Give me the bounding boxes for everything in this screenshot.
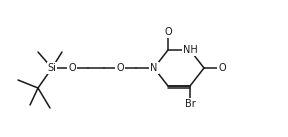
Text: O: O: [68, 63, 76, 73]
Text: O: O: [116, 63, 124, 73]
Text: Br: Br: [185, 99, 195, 109]
Text: O: O: [164, 27, 172, 37]
Text: N: N: [150, 63, 158, 73]
Text: Si: Si: [48, 63, 56, 73]
Text: O: O: [218, 63, 226, 73]
Text: NH: NH: [183, 45, 197, 55]
